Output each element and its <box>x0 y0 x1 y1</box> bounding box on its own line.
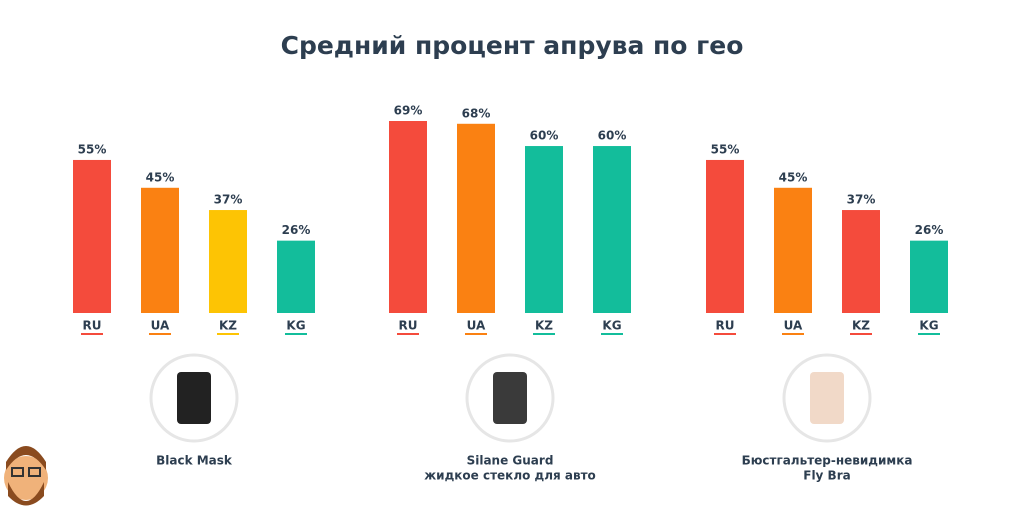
value-label: 60% <box>530 129 559 143</box>
value-label: 26% <box>282 223 311 237</box>
value-label: 26% <box>915 223 944 237</box>
bar <box>457 123 495 313</box>
bar <box>141 187 179 313</box>
value-label: 37% <box>847 193 876 207</box>
category-label: KZ <box>535 319 553 333</box>
category-label: KZ <box>219 319 237 333</box>
value-label: 45% <box>146 170 175 184</box>
product-caption: Silane Guard <box>467 454 554 468</box>
value-label: 69% <box>394 104 423 118</box>
category-label: UA <box>467 319 486 333</box>
bar <box>706 159 744 313</box>
bar <box>910 240 948 313</box>
product-image <box>810 372 844 424</box>
product-caption: Black Mask <box>156 454 233 468</box>
category-label: UA <box>151 319 170 333</box>
bar <box>842 210 880 313</box>
value-label: 45% <box>779 170 808 184</box>
value-label: 55% <box>78 142 107 156</box>
category-label: RU <box>716 319 735 333</box>
page-title: Средний процент апрува по гео <box>281 31 744 60</box>
bar <box>525 146 563 313</box>
category-label: KG <box>602 319 621 333</box>
bar <box>593 146 631 313</box>
bar <box>389 121 427 313</box>
product-caption: жидкое стекло для авто <box>424 469 596 483</box>
category-label: KG <box>286 319 305 333</box>
value-label: 60% <box>598 129 627 143</box>
product-image <box>177 372 211 424</box>
bar <box>209 210 247 313</box>
value-label: 68% <box>462 106 491 120</box>
category-label: KZ <box>852 319 870 333</box>
category-label: UA <box>784 319 803 333</box>
product-caption: Fly Bra <box>803 469 850 483</box>
category-label: RU <box>83 319 102 333</box>
product-caption: Бюстгальтер-невидимка <box>742 454 913 468</box>
bar <box>73 159 111 313</box>
category-label: RU <box>399 319 418 333</box>
bar <box>277 240 315 313</box>
value-label: 37% <box>214 193 243 207</box>
product-image <box>493 372 527 424</box>
value-label: 55% <box>711 142 740 156</box>
avatar <box>4 446 48 506</box>
bar <box>774 187 812 313</box>
category-label: KG <box>919 319 938 333</box>
